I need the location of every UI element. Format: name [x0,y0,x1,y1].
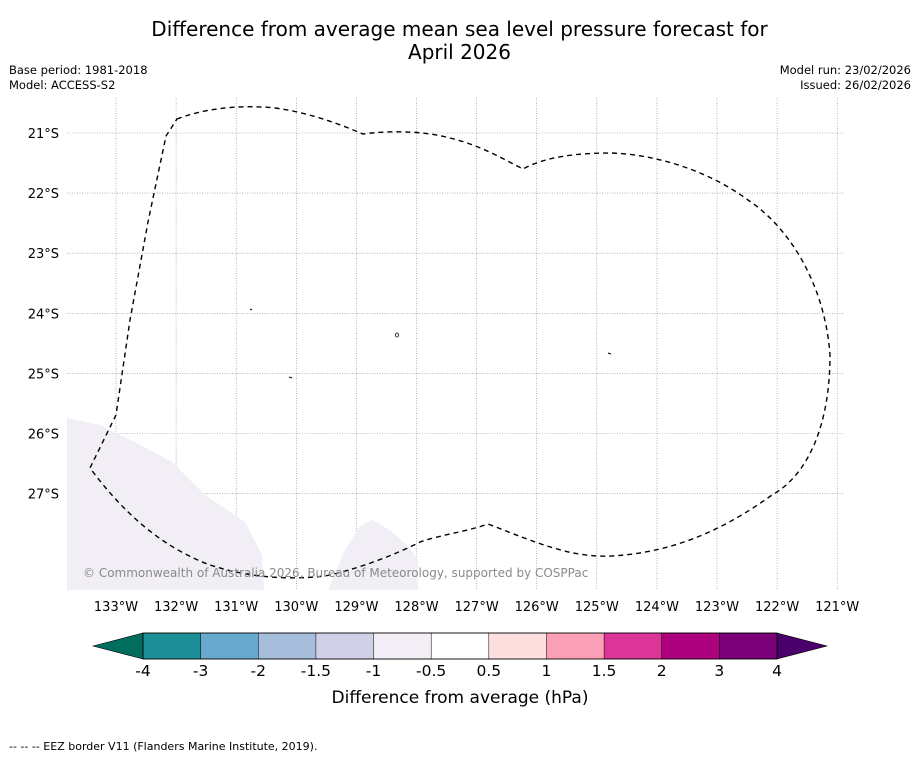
colorbar-cell [258,632,317,660]
base-period: Base period: 1981-2018 [9,63,148,77]
lon-label: 128°W [394,600,438,615]
title-line-2: April 2026 [408,40,511,64]
lon-label: 127°W [455,600,499,615]
lon-label: 133°W [94,600,138,615]
colorbar-cell [200,632,259,660]
colorbar-tick-label: -3 [193,662,208,680]
colorbar-over-triangle [776,632,829,660]
colorbar-cell [430,632,490,660]
base-info: Base period: 1981-2018 Model: ACCESS-S2 [9,63,148,93]
colorbar-cell [546,632,605,660]
colorbar-title: Difference from average (hPa) [332,688,589,708]
lon-label: 124°W [635,600,679,615]
eez-legend: -- -- -- EEZ border V11 (Flanders Marine… [9,740,318,753]
island-marker [288,376,293,379]
colorbar-tick-label: 2 [657,662,667,680]
colorbar-tick-label: -4 [135,662,150,680]
colorbar: -4 -3 -2 -1.5 -1 -0.5 0.5 1 1.5 2 3 4 Difference fr… [91,632,829,708]
lon-label: 126°W [515,600,559,615]
colorbar-cell [719,632,778,660]
island-marker [607,352,612,355]
latitude-gridlines [67,132,843,494]
colorbar-cell [142,632,202,660]
colorbar-tick-label: -1.5 [301,662,331,680]
lon-label: 122°W [755,600,799,615]
colorbar-cell [661,632,720,660]
colorbar-tick-label: 3 [714,662,724,680]
island-marker [249,308,253,311]
issued-date: Issued: 26/02/2026 [800,78,911,92]
lon-label: 130°W [274,600,318,615]
anomaly-region-west [67,418,264,590]
lon-label: 129°W [334,600,378,615]
lat-label: 26°S [28,428,59,443]
title-line-1: Difference from average mean sea level p… [151,17,768,41]
model-name: Model: ACCESS-S2 [9,78,116,92]
colorbar-tick-label: 1 [542,662,552,680]
lat-label: 23°S [28,247,59,262]
colorbar-frame [142,632,778,660]
lon-label: 125°W [575,600,619,615]
colorbar-tick-labels: -4 -3 -2 -1.5 -1 -0.5 0.5 1 1.5 2 3 4 [135,662,782,680]
lat-label: 22°S [28,187,59,202]
colorbar-tick-label: -0.5 [416,662,446,680]
colorbar-cell [373,632,432,660]
lat-label: 25°S [28,367,59,382]
lat-label: 21°S [28,127,59,142]
colorbar-tick-label: -2 [251,662,266,680]
latitude-labels: 21°S 22°S 23°S 24°S 25°S 26°S 27°S [28,127,59,503]
chart-title: Difference from average mean sea level p… [0,18,919,64]
copyright-notice: © Commonwealth of Australia 2026, Bureau… [83,566,588,580]
colorbar-under-triangle [91,632,144,660]
longitude-labels: 133°W 132°W 131°W 130°W 129°W 128°W 127°W 126°W… [94,600,860,615]
colorbar-tick-label: 1.5 [592,662,617,680]
anomaly-region-south [328,520,418,590]
lon-label: 121°W [815,600,859,615]
colorbar-cells [142,632,778,660]
colorbar-cell [488,632,548,660]
model-run: Model run: 23/02/2026 [779,63,911,77]
lat-label: 27°S [28,488,59,503]
run-info: Model run: 23/02/2026 Issued: 26/02/2026 [780,63,911,93]
lat-label: 24°S [28,307,59,322]
colorbar-cell [315,632,375,660]
island-marker [394,332,399,338]
lon-label: 132°W [154,600,198,615]
colorbar-tick-label: -1 [366,662,381,680]
colorbar-tick-label: 4 [772,662,782,680]
lon-label: 123°W [695,600,739,615]
colorbar-tick-label: 0.5 [476,662,501,680]
lon-label: 131°W [214,600,258,615]
colorbar-cell [603,632,663,660]
